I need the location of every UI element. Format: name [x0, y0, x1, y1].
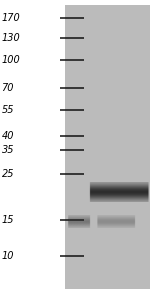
Bar	[65, 5, 150, 289]
Text: 25: 25	[2, 169, 14, 179]
Text: 40: 40	[2, 131, 14, 141]
Text: 170: 170	[2, 13, 20, 23]
Text: 130: 130	[2, 33, 20, 43]
Text: 70: 70	[2, 83, 14, 93]
Text: 15: 15	[2, 215, 14, 225]
Text: 55: 55	[2, 105, 14, 115]
Text: 100: 100	[2, 55, 20, 65]
Text: 35: 35	[2, 145, 14, 155]
Text: 10: 10	[2, 251, 14, 261]
